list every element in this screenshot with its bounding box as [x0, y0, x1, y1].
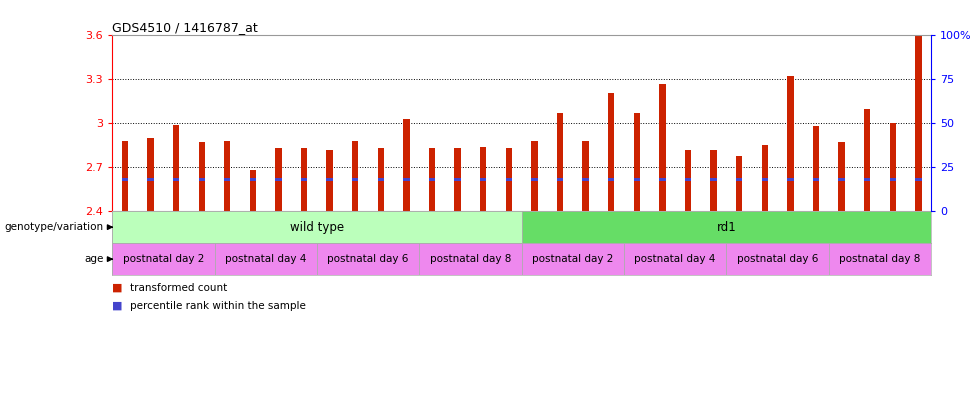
Bar — [582, 141, 589, 211]
Bar — [199, 142, 205, 211]
Bar — [352, 178, 359, 181]
Bar — [787, 178, 794, 181]
Text: postnatal day 2: postnatal day 2 — [532, 254, 613, 264]
Bar — [404, 178, 410, 181]
Text: ■: ■ — [112, 301, 123, 310]
Bar — [736, 156, 742, 211]
Bar — [480, 178, 487, 181]
Text: postnatal day 4: postnatal day 4 — [635, 254, 716, 264]
Text: age: age — [85, 254, 104, 264]
Text: transformed count: transformed count — [130, 283, 227, 293]
Bar — [659, 84, 666, 211]
Bar — [761, 178, 768, 181]
Bar — [352, 141, 359, 211]
Bar — [214, 243, 317, 275]
Bar — [250, 170, 256, 211]
Bar — [122, 178, 128, 181]
Text: genotype/variation: genotype/variation — [5, 222, 104, 232]
Bar — [659, 178, 666, 181]
Bar — [813, 178, 819, 181]
Bar — [736, 178, 742, 181]
Bar — [301, 148, 307, 211]
Bar — [147, 178, 154, 181]
Bar — [711, 150, 717, 211]
Bar — [864, 108, 871, 211]
Text: rd1: rd1 — [717, 220, 736, 234]
Bar — [506, 178, 512, 181]
Bar — [522, 211, 931, 243]
Bar — [829, 243, 931, 275]
Bar — [301, 178, 307, 181]
Text: postnatal day 6: postnatal day 6 — [328, 254, 409, 264]
Bar — [531, 178, 537, 181]
Bar — [531, 141, 537, 211]
Bar — [112, 211, 522, 243]
Text: percentile rank within the sample: percentile rank within the sample — [130, 301, 305, 310]
Text: postnatal day 2: postnatal day 2 — [123, 254, 204, 264]
Bar — [429, 148, 435, 211]
Text: ■: ■ — [112, 283, 123, 293]
Bar — [480, 147, 487, 211]
Bar — [250, 178, 256, 181]
Bar — [224, 141, 230, 211]
Bar — [419, 243, 522, 275]
Bar — [838, 142, 844, 211]
Bar — [761, 145, 768, 211]
Bar — [608, 178, 614, 181]
Bar — [608, 92, 614, 211]
Bar — [634, 113, 640, 211]
Bar — [582, 178, 589, 181]
Bar — [377, 178, 384, 181]
Bar — [787, 76, 794, 211]
Bar — [864, 178, 871, 181]
Bar — [404, 119, 410, 211]
Bar — [684, 178, 691, 181]
Bar — [522, 243, 624, 275]
Bar — [889, 178, 896, 181]
Bar — [327, 178, 332, 181]
Text: GDS4510 / 1416787_at: GDS4510 / 1416787_at — [112, 21, 257, 34]
Bar — [147, 138, 154, 211]
Bar — [684, 150, 691, 211]
Bar — [916, 35, 921, 211]
Bar — [317, 243, 419, 275]
Bar — [624, 243, 726, 275]
Text: postnatal day 8: postnatal day 8 — [430, 254, 511, 264]
Bar — [224, 178, 230, 181]
Bar — [122, 141, 128, 211]
Bar — [327, 150, 332, 211]
Bar — [275, 178, 282, 181]
Bar — [813, 126, 819, 211]
Bar — [275, 148, 282, 211]
Text: wild type: wild type — [290, 220, 344, 234]
Bar — [429, 178, 435, 181]
Bar — [711, 178, 717, 181]
Bar — [173, 178, 179, 181]
Bar — [199, 178, 205, 181]
Bar — [506, 148, 512, 211]
Bar — [377, 148, 384, 211]
Text: postnatal day 4: postnatal day 4 — [225, 254, 306, 264]
Text: postnatal day 8: postnatal day 8 — [839, 254, 920, 264]
Bar — [454, 148, 461, 211]
Bar — [634, 178, 640, 181]
Bar — [173, 125, 179, 211]
Bar — [557, 113, 564, 211]
Bar — [838, 178, 844, 181]
Bar — [557, 178, 564, 181]
Bar — [112, 243, 214, 275]
Bar — [726, 243, 829, 275]
Bar — [454, 178, 461, 181]
Bar — [916, 178, 921, 181]
Text: postnatal day 6: postnatal day 6 — [737, 254, 818, 264]
Bar — [889, 123, 896, 211]
